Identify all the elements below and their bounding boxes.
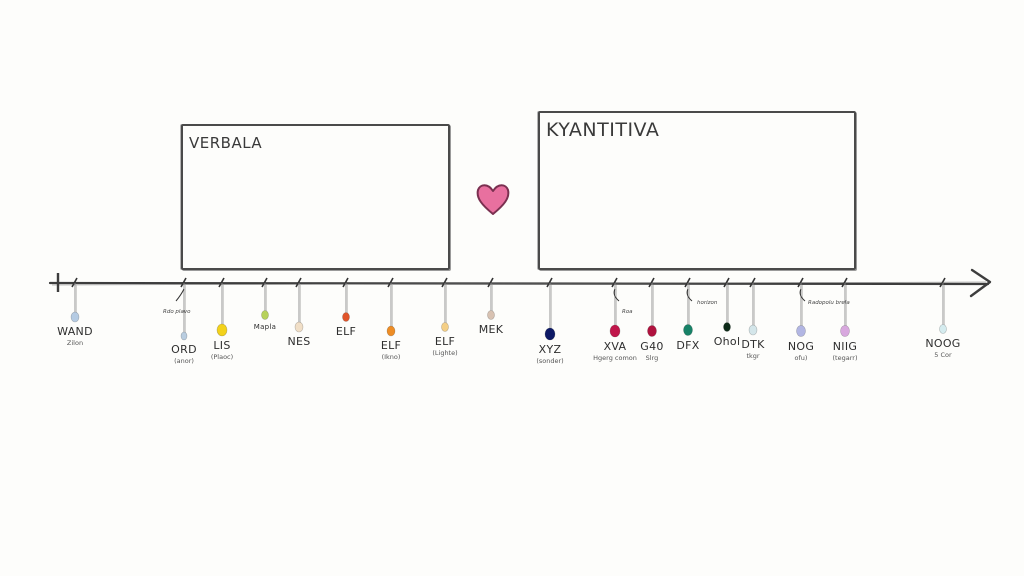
event-note: Radopolu brela — [808, 300, 850, 306]
event-label-main: NIIG — [832, 339, 858, 353]
timeline-event — [441, 277, 449, 332]
bead-marker — [386, 325, 396, 337]
event-label-main: ELF — [380, 339, 402, 352]
event-label-main: ELF — [434, 334, 456, 348]
event-label-sub: Slrg — [645, 353, 659, 362]
event-label-main: MEK — [478, 322, 504, 336]
bead-marker — [939, 324, 947, 334]
bead-marker — [647, 325, 657, 337]
event-label-sub: ofu) — [794, 353, 808, 362]
timeline-event — [840, 277, 850, 337]
bead-marker — [441, 322, 449, 332]
timeline-event — [544, 277, 556, 341]
timeline-event — [175, 277, 188, 341]
event-label: MEK — [479, 323, 504, 336]
event-label: G40 Slrg — [640, 340, 663, 362]
bead-marker — [342, 312, 350, 322]
event-label: ORD (anor) — [171, 343, 197, 365]
event-label-sub: (Ikno) — [381, 353, 401, 361]
bead-marker — [544, 327, 556, 341]
event-label: NOOG 5 Cor — [925, 337, 960, 359]
event-label: ELF (Lighte) — [432, 335, 457, 357]
event-label-main: NES — [287, 335, 311, 348]
timeline-event — [261, 277, 269, 320]
event-label-main: DFX — [676, 338, 700, 352]
event-label: NOG ofu) — [788, 340, 814, 362]
timeline-event — [487, 277, 495, 320]
event-label: ELF (Ikno) — [381, 339, 401, 361]
event-label-main: NOG — [787, 339, 815, 353]
timeline-event — [216, 277, 228, 337]
event-label-sub: (tegarr) — [832, 353, 858, 362]
timeline-event — [294, 277, 304, 333]
event-label-main: XYZ — [538, 343, 562, 356]
event-label-sub: tkgr — [746, 352, 760, 360]
event-label-sub: (anor) — [174, 357, 194, 365]
event-label-main: Mapla — [253, 322, 277, 331]
bead-marker — [723, 322, 731, 332]
verbal-box: VERBALA — [181, 124, 450, 270]
timeline-event — [647, 277, 657, 337]
quantitative-box-title: KYANTITIVA — [546, 119, 660, 141]
event-label-main: NOOG — [925, 336, 961, 350]
event-label-main: DTK — [741, 338, 765, 351]
event-label: NIIG (tegarr) — [833, 340, 858, 362]
event-label-sub: Zilon — [66, 339, 84, 347]
bead-marker — [748, 324, 758, 336]
event-label: Ohol — [714, 335, 741, 348]
quantitative-box: KYANTITIVA — [538, 111, 856, 270]
bead-marker — [70, 311, 80, 323]
bead-marker — [796, 325, 806, 337]
event-note: horizon — [697, 300, 718, 306]
bead-marker — [683, 324, 693, 336]
event-label-sub: (Lighte) — [432, 348, 458, 357]
bead-marker — [261, 310, 269, 320]
event-note: Rdo plavo — [163, 309, 191, 315]
timeline-event — [70, 277, 80, 323]
event-label-sub: Hgerg comon — [593, 354, 637, 362]
timeline-event — [723, 277, 731, 332]
event-label-main: LIS — [213, 339, 231, 352]
event-label-main: WAND — [57, 325, 93, 338]
bead-marker — [180, 331, 188, 341]
event-label-main: G40 — [640, 339, 664, 353]
event-label: NES — [287, 335, 310, 348]
event-note: Roa — [622, 309, 633, 315]
event-label-main: Ohol — [713, 334, 741, 348]
bead-marker — [216, 323, 228, 337]
event-label-sub: 5 Cor — [934, 350, 952, 359]
bead-marker — [840, 325, 850, 337]
event-label: WAND Zilon — [57, 325, 93, 347]
event-label-sub: (sonder) — [536, 357, 564, 365]
event-label: ELF — [336, 325, 356, 338]
timeline-event — [683, 277, 693, 336]
event-label: XVA Hgerg comon — [593, 340, 637, 362]
bead-marker — [609, 324, 621, 338]
event-label: Mapla — [254, 323, 277, 331]
bead-marker — [487, 310, 495, 320]
event-label-main: ORD — [171, 343, 197, 356]
timeline-axis — [48, 268, 992, 298]
event-label-main: ELF — [335, 324, 357, 338]
event-label-main: XVA — [603, 340, 627, 353]
event-label: DTK tkgr — [741, 338, 764, 360]
bead-marker — [294, 321, 304, 333]
timeline-event — [609, 277, 621, 338]
arrow-right-icon — [969, 268, 992, 298]
timeline-event — [748, 277, 758, 336]
timeline-event — [342, 277, 350, 322]
timeline-event — [939, 277, 947, 334]
event-label: DFX — [676, 339, 699, 352]
heart-icon — [476, 184, 510, 215]
event-label: LIS (Plaoc) — [211, 339, 233, 361]
timeline-event — [386, 277, 396, 337]
event-label-sub: (Plaoc) — [210, 353, 234, 361]
timeline-event — [796, 277, 806, 337]
verbal-box-title: VERBALA — [189, 134, 263, 152]
event-label: XYZ (sonder) — [536, 343, 563, 365]
